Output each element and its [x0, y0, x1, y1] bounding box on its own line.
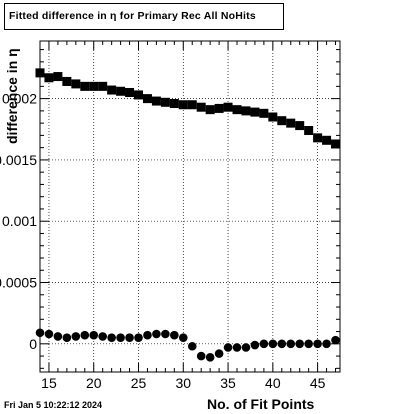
circle-data-point: [268, 339, 278, 349]
square-data-point: [313, 133, 323, 143]
circle-data-point: [161, 329, 170, 339]
circle-data-point: [250, 340, 260, 350]
x-tick-label: 45: [310, 375, 326, 391]
square-data-point: [71, 79, 81, 89]
circle-data-point: [116, 333, 125, 342]
circle-data-point: [35, 328, 45, 338]
square-data-point: [187, 100, 197, 110]
circle-data-point: [196, 351, 206, 361]
square-data-point: [107, 85, 117, 95]
square-data-point: [134, 90, 144, 100]
square-data-point: [125, 87, 135, 97]
circle-data-point: [304, 339, 313, 349]
square-data-point: [89, 81, 99, 91]
y-tick-label: 0.002: [2, 91, 37, 107]
y-tick-label: 0.0005: [0, 275, 37, 291]
y-axis-title: difference in η: [4, 48, 20, 144]
square-data-point: [304, 125, 314, 135]
circle-data-point: [187, 341, 197, 351]
square-data-point: [205, 105, 215, 115]
x-axis-title: No. of Fit Points: [207, 396, 315, 412]
circle-data-point: [223, 343, 233, 352]
circle-data-point: [295, 339, 305, 349]
x-tick-label: 15: [41, 375, 57, 391]
plot-frame: [39, 40, 341, 373]
grid: [40, 41, 340, 372]
square-data-point: [35, 68, 45, 78]
x-tick-label: 30: [175, 375, 191, 391]
square-data-point: [250, 107, 260, 117]
circle-data-point: [134, 333, 143, 342]
circle-data-point: [322, 339, 331, 349]
square-data-point: [44, 73, 54, 83]
square-data-point: [322, 135, 332, 145]
square-data-point: [53, 72, 63, 82]
circle-data-point: [241, 343, 251, 352]
circle-data-point: [313, 339, 322, 349]
circle-data-point: [62, 333, 72, 342]
y-tick-label: 0.001: [2, 213, 37, 229]
circle-data-point: [205, 352, 215, 362]
circle-data-point: [98, 332, 107, 341]
circle-data-point: [44, 329, 54, 339]
circle-data-point: [178, 333, 188, 342]
circle-data-point: [80, 330, 90, 340]
x-tick-label: 25: [131, 375, 147, 391]
x-tick-label: 40: [265, 375, 281, 391]
square-data-point: [286, 118, 296, 128]
circle-data-point: [331, 335, 340, 345]
circle-data-point: [143, 330, 152, 340]
chart-title: Fitted difference in η for Primary Rec A…: [9, 10, 256, 22]
square-data-point: [169, 99, 179, 109]
y-tick-label: 0: [29, 336, 37, 352]
title-box: Fitted difference in η for Primary Rec A…: [4, 3, 284, 30]
circle-data-point: [125, 333, 134, 342]
square-data-point: [151, 96, 161, 106]
circle-data-point: [232, 343, 242, 352]
square-data-point: [196, 102, 206, 112]
circle-data-point: [277, 339, 287, 349]
square-data-point: [268, 112, 278, 122]
axis-tick-labels: 15 20 25 30 35 40 45 0 0.0005 0.001 0.0015 0.002: [0, 91, 326, 391]
x-tick-label: 20: [86, 375, 102, 391]
x-tick-label: 35: [220, 375, 236, 391]
square-data-point: [223, 102, 233, 112]
circle-data-point: [214, 349, 224, 358]
square-data-point: [142, 94, 152, 104]
square-data-point: [116, 86, 126, 96]
circle-data-point: [259, 339, 269, 349]
square-data-point: [98, 81, 108, 91]
circle-data-point: [71, 332, 81, 341]
square-data-point: [178, 100, 188, 110]
square-data-point: [62, 76, 72, 86]
circle-data-point: [89, 330, 99, 340]
circle-data-point: [170, 330, 179, 340]
circle-data-point: [107, 333, 116, 342]
circle-data-point: [152, 329, 161, 339]
y-tick-label: 0.0015: [0, 152, 37, 168]
square-data-point: [232, 105, 242, 115]
data-marks: [35, 68, 341, 362]
square-data-point: [160, 97, 170, 107]
square-data-point: [277, 116, 287, 126]
square-data-point: [214, 103, 224, 113]
timestamp: Fri Jan 5 10:22:12 2024: [4, 400, 103, 410]
circle-data-point: [286, 339, 296, 349]
square-data-point: [80, 81, 90, 91]
circle-data-point: [53, 332, 63, 341]
square-data-point: [331, 139, 341, 149]
square-data-point: [295, 121, 305, 131]
square-data-point: [241, 106, 251, 116]
square-data-point: [259, 108, 269, 118]
